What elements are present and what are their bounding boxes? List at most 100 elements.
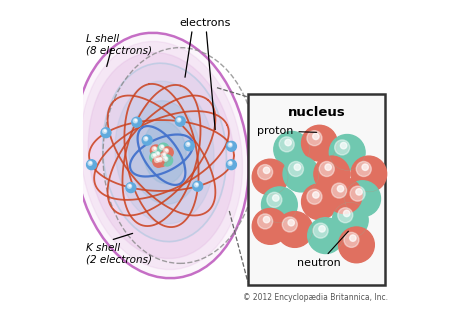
Circle shape bbox=[229, 144, 231, 145]
Circle shape bbox=[177, 118, 181, 122]
Circle shape bbox=[87, 160, 96, 169]
Circle shape bbox=[196, 183, 198, 185]
Circle shape bbox=[150, 152, 161, 163]
Circle shape bbox=[146, 137, 147, 139]
Circle shape bbox=[283, 217, 297, 232]
Ellipse shape bbox=[74, 33, 249, 278]
Circle shape bbox=[135, 119, 137, 121]
Text: K shell
(2 electrons): K shell (2 electrons) bbox=[86, 243, 152, 265]
Circle shape bbox=[332, 202, 368, 238]
Circle shape bbox=[229, 162, 231, 164]
Circle shape bbox=[267, 192, 282, 207]
Circle shape bbox=[158, 143, 169, 154]
Circle shape bbox=[351, 156, 387, 192]
Bar bbox=[248, 94, 385, 285]
Circle shape bbox=[165, 149, 167, 151]
Circle shape bbox=[350, 186, 365, 201]
Circle shape bbox=[279, 137, 294, 152]
Circle shape bbox=[301, 125, 337, 161]
Circle shape bbox=[194, 183, 199, 187]
Circle shape bbox=[301, 184, 337, 220]
Circle shape bbox=[227, 160, 237, 169]
Circle shape bbox=[126, 183, 136, 193]
Circle shape bbox=[325, 164, 331, 170]
Circle shape bbox=[132, 117, 142, 127]
Circle shape bbox=[307, 131, 322, 146]
Circle shape bbox=[308, 218, 344, 253]
Circle shape bbox=[264, 216, 270, 223]
Ellipse shape bbox=[143, 121, 186, 183]
Circle shape bbox=[163, 154, 165, 156]
Circle shape bbox=[258, 214, 273, 229]
Circle shape bbox=[314, 156, 350, 192]
Circle shape bbox=[338, 208, 353, 223]
Circle shape bbox=[326, 178, 362, 213]
Circle shape bbox=[133, 119, 137, 123]
Text: electrons: electrons bbox=[179, 18, 230, 28]
Circle shape bbox=[163, 156, 168, 161]
Circle shape bbox=[228, 161, 232, 165]
Circle shape bbox=[186, 142, 190, 146]
Circle shape bbox=[227, 142, 237, 151]
Circle shape bbox=[345, 181, 381, 216]
Circle shape bbox=[142, 135, 152, 145]
Circle shape bbox=[160, 151, 171, 162]
Circle shape bbox=[162, 155, 173, 166]
Circle shape bbox=[294, 164, 301, 170]
Text: L shell
(8 electrons): L shell (8 electrons) bbox=[86, 34, 152, 55]
Circle shape bbox=[101, 128, 111, 138]
Circle shape bbox=[344, 232, 359, 247]
Circle shape bbox=[228, 143, 232, 147]
Circle shape bbox=[102, 129, 107, 133]
Ellipse shape bbox=[115, 81, 214, 224]
Circle shape bbox=[161, 153, 166, 157]
Circle shape bbox=[319, 161, 334, 177]
Circle shape bbox=[337, 186, 344, 192]
Circle shape bbox=[335, 140, 350, 155]
Circle shape bbox=[313, 223, 328, 238]
Circle shape bbox=[340, 142, 347, 149]
Circle shape bbox=[273, 195, 279, 201]
Circle shape bbox=[159, 145, 164, 150]
Circle shape bbox=[274, 132, 310, 167]
Circle shape bbox=[152, 147, 157, 151]
Circle shape bbox=[252, 208, 288, 244]
Circle shape bbox=[162, 147, 173, 158]
Circle shape bbox=[350, 235, 356, 241]
Circle shape bbox=[258, 165, 273, 179]
Circle shape bbox=[154, 150, 164, 161]
Circle shape bbox=[157, 152, 159, 154]
Circle shape bbox=[161, 146, 163, 148]
Circle shape bbox=[155, 158, 159, 162]
Circle shape bbox=[289, 161, 303, 177]
Ellipse shape bbox=[88, 53, 235, 258]
Circle shape bbox=[157, 157, 162, 162]
Circle shape bbox=[144, 137, 148, 141]
Ellipse shape bbox=[81, 41, 243, 270]
Circle shape bbox=[329, 135, 365, 170]
Circle shape bbox=[165, 157, 167, 159]
Ellipse shape bbox=[128, 101, 201, 204]
Circle shape bbox=[104, 130, 106, 132]
Circle shape bbox=[90, 162, 91, 164]
Circle shape bbox=[156, 156, 167, 167]
Circle shape bbox=[288, 220, 294, 226]
Circle shape bbox=[164, 149, 168, 153]
Circle shape bbox=[283, 156, 319, 192]
Circle shape bbox=[155, 152, 160, 156]
Circle shape bbox=[178, 118, 180, 120]
Circle shape bbox=[356, 189, 362, 195]
Circle shape bbox=[338, 227, 374, 263]
Circle shape bbox=[159, 158, 161, 160]
Circle shape bbox=[252, 159, 288, 195]
Circle shape bbox=[319, 225, 325, 232]
Circle shape bbox=[88, 161, 92, 165]
Circle shape bbox=[156, 159, 158, 160]
Text: neutron: neutron bbox=[297, 231, 348, 268]
Circle shape bbox=[356, 161, 371, 177]
Circle shape bbox=[154, 147, 156, 150]
Circle shape bbox=[151, 153, 156, 158]
Circle shape bbox=[332, 183, 346, 198]
Circle shape bbox=[175, 116, 185, 126]
Text: © 2012 Encyclopædia Britannica, Inc.: © 2012 Encyclopædia Britannica, Inc. bbox=[243, 293, 388, 302]
